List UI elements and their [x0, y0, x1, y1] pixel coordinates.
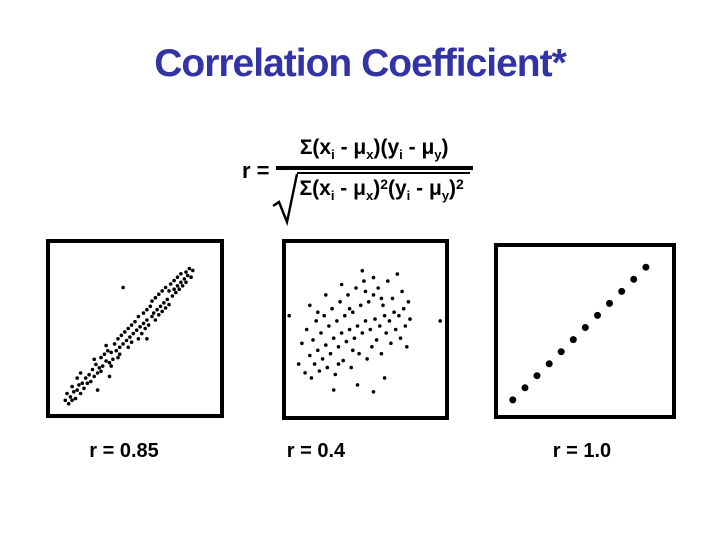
formula-lhs: r =: [242, 158, 270, 183]
correlation-formula: r = Σ(xi - μx)(yi - μy) Σ(xi - μx)2(yi -…: [242, 136, 473, 226]
formula-square-root: Σ(xi - μx)2(yi - μy)2: [271, 171, 470, 226]
scatter-points-r04: [287, 268, 442, 394]
scatter-points-r085: [63, 266, 195, 406]
page-title: Correlation Coefficient*: [154, 42, 567, 85]
plot-label-r085: r = 0.85: [89, 440, 159, 462]
plot-label-r04: r = 0.4: [286, 440, 346, 462]
scatter-plot-r085: [46, 239, 224, 418]
scatter-plot-r04: [282, 239, 449, 420]
formula-denominator: Σ(xi - μx)2(yi - μy)2: [296, 171, 470, 204]
scatter-plot-r10: [494, 243, 676, 419]
fraction-bar: [275, 165, 473, 170]
scatter-points-r10: [509, 263, 650, 404]
sqrt-radical-icon: [271, 173, 298, 226]
plot-label-r10: r = 1.0: [552, 440, 612, 462]
formula-numerator: Σ(xi - μx)(yi - μy): [299, 136, 449, 162]
formula-fraction: Σ(xi - μx)(yi - μy) Σ(xi - μx)2(yi - μy)…: [271, 136, 473, 226]
